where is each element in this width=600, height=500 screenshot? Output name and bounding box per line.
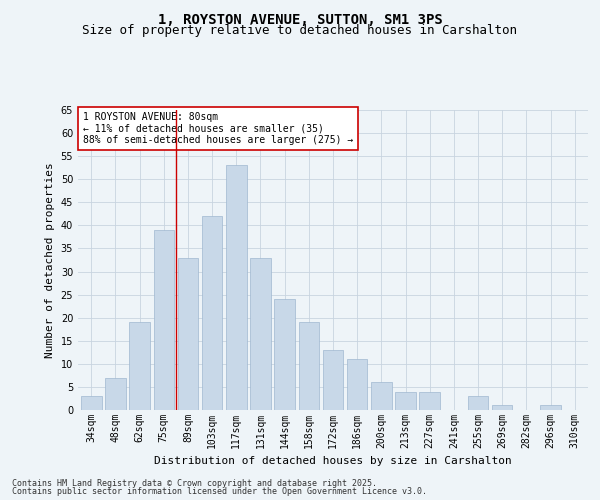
Text: Size of property relative to detached houses in Carshalton: Size of property relative to detached ho… [83, 24, 517, 37]
Bar [419, 392, 440, 410]
Bar [226, 166, 247, 410]
Text: 1, ROYSTON AVENUE, SUTTON, SM1 3PS: 1, ROYSTON AVENUE, SUTTON, SM1 3PS [158, 12, 442, 26]
Text: Contains HM Land Registry data © Crown copyright and database right 2025.: Contains HM Land Registry data © Crown c… [12, 478, 377, 488]
Bar [202, 216, 223, 410]
Bar [274, 299, 295, 410]
Bar [371, 382, 392, 410]
Bar [347, 359, 367, 410]
Bar [299, 322, 319, 410]
Text: Contains public sector information licensed under the Open Government Licence v3: Contains public sector information licen… [12, 487, 427, 496]
Bar [154, 230, 174, 410]
Bar [323, 350, 343, 410]
Text: 1 ROYSTON AVENUE: 80sqm
← 11% of detached houses are smaller (35)
88% of semi-de: 1 ROYSTON AVENUE: 80sqm ← 11% of detache… [83, 112, 353, 144]
Bar [250, 258, 271, 410]
X-axis label: Distribution of detached houses by size in Carshalton: Distribution of detached houses by size … [154, 456, 512, 466]
Bar [81, 396, 101, 410]
Bar [468, 396, 488, 410]
Bar [105, 378, 126, 410]
Bar [130, 322, 150, 410]
Bar [178, 258, 198, 410]
Bar [540, 406, 561, 410]
Bar [395, 392, 416, 410]
Bar [492, 406, 512, 410]
Y-axis label: Number of detached properties: Number of detached properties [45, 162, 55, 358]
